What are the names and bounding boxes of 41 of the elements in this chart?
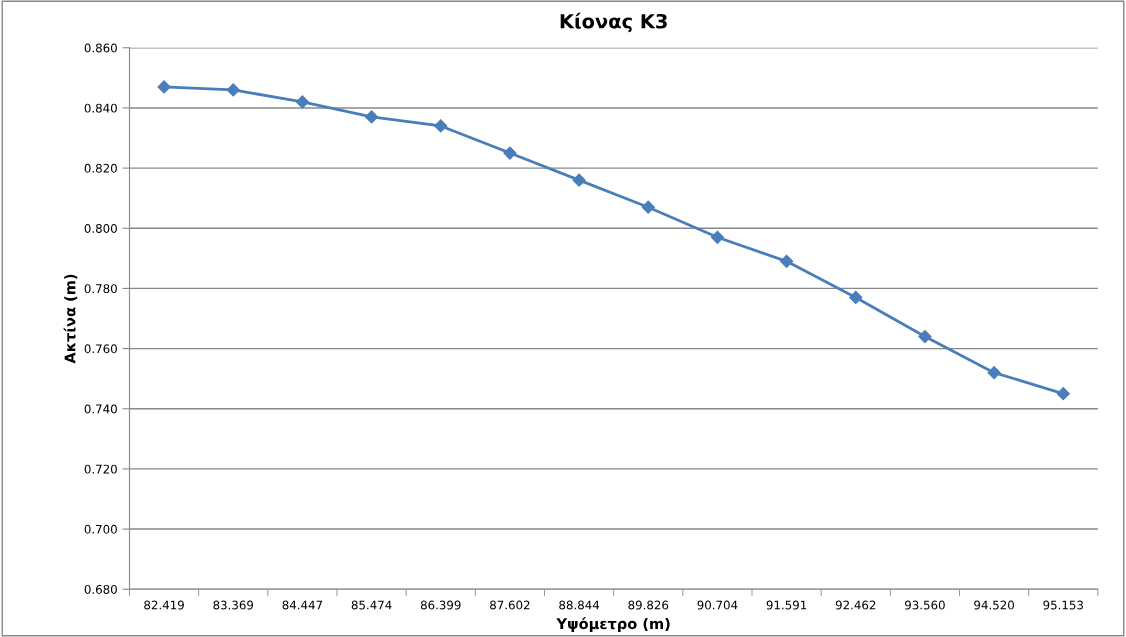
- y-tick-label: 0.820: [84, 163, 117, 173]
- y-tick-label: 0.840: [84, 103, 117, 113]
- x-tick-label: 83.369: [213, 600, 254, 610]
- y-tick-label: 0.780: [84, 284, 117, 294]
- y-axis-title: Ακτίνα (m): [63, 274, 78, 364]
- y-tick-label: 0.860: [84, 43, 117, 53]
- point: [780, 254, 794, 268]
- point: [1056, 387, 1070, 401]
- x-tick-label: 90.704: [697, 600, 738, 610]
- x-tick-label: 88.844: [559, 600, 600, 610]
- y-tick-label: 0.700: [84, 524, 117, 534]
- point: [364, 110, 379, 124]
- y-tick-label: 0.680: [84, 584, 117, 594]
- y-tick-label: 0.800: [84, 223, 117, 233]
- x-tick-label: 82.419: [144, 600, 184, 610]
- point: [226, 83, 240, 97]
- x-tick-label: 94.520: [974, 600, 1014, 610]
- x-tick-label: 85.474: [351, 600, 392, 610]
- chart-title: Κίονας Κ3: [560, 12, 667, 33]
- x-tick-label: 89.826: [628, 600, 669, 610]
- x-tick-label: 86.399: [420, 600, 461, 610]
- x-tick-label: 84.447: [282, 600, 323, 610]
- x-tick-label: 92.462: [835, 600, 876, 610]
- point: [295, 95, 309, 109]
- point: [918, 329, 932, 344]
- point: [987, 366, 1001, 380]
- y-tick-label: 0.760: [84, 344, 117, 354]
- point: [503, 146, 517, 160]
- point: [641, 200, 655, 214]
- point: [434, 119, 448, 133]
- point: [849, 290, 863, 305]
- point: [572, 173, 586, 187]
- point: [710, 230, 725, 244]
- y-tick-label: 0.740: [84, 404, 117, 414]
- x-tick-label: 93.560: [905, 600, 945, 610]
- x-tick-label: 95.153: [1043, 600, 1083, 610]
- x-axis-title: Υψόμετρο (m): [556, 617, 670, 633]
- x-tick-label: 91.591: [766, 600, 807, 610]
- point: [157, 80, 171, 94]
- y-tick-label: 0.720: [84, 464, 117, 474]
- x-tick-label: 87.602: [490, 600, 530, 610]
